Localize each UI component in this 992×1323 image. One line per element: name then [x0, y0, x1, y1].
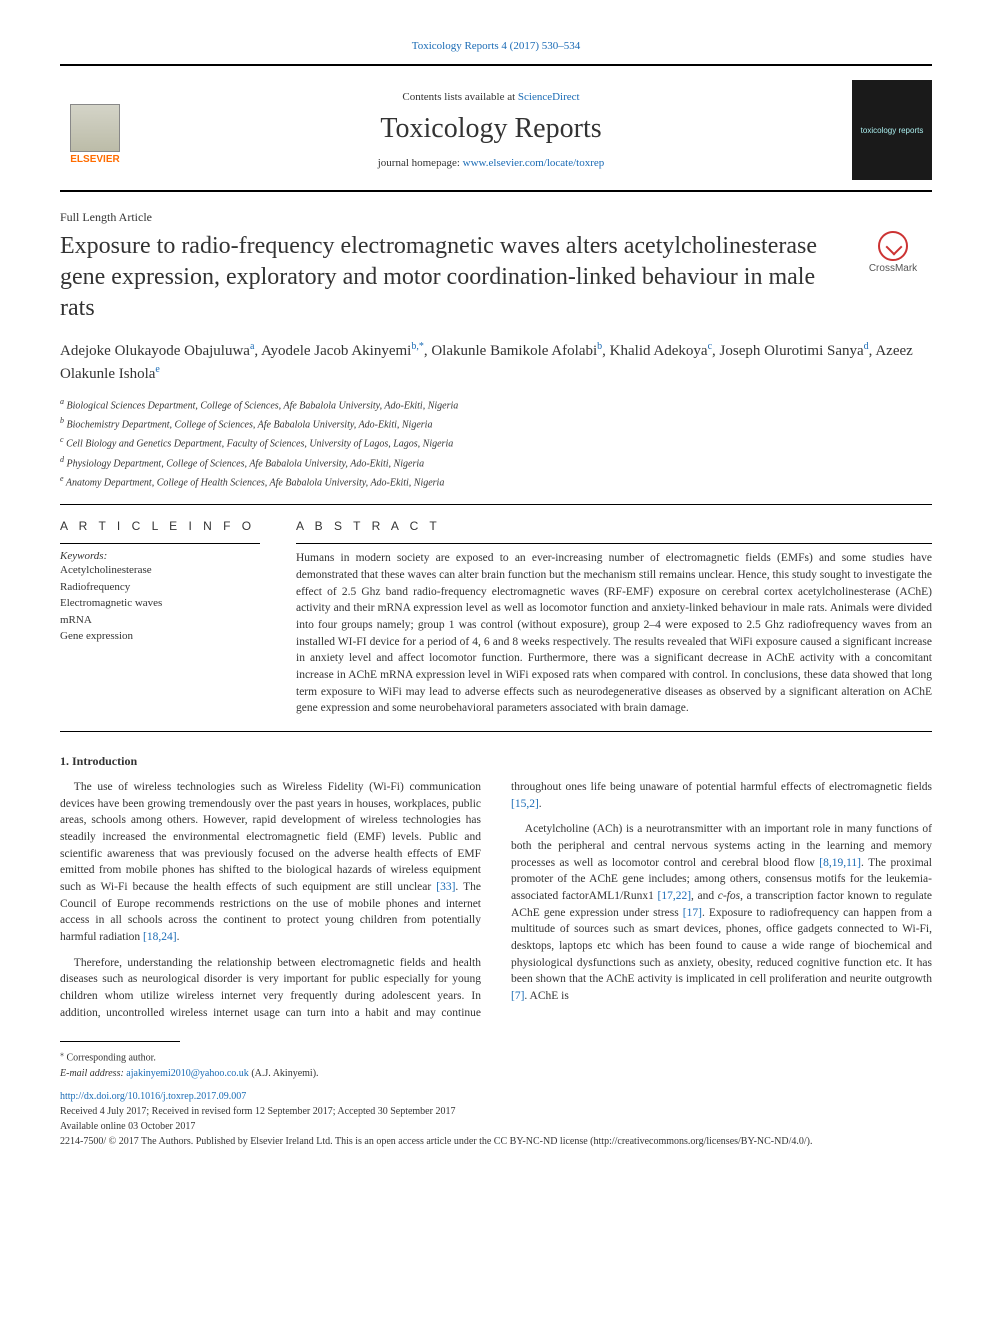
divider [60, 504, 932, 505]
email-attribution: (A.J. Akinyemi). [249, 1068, 319, 1079]
corr-note-text-visible: Corresponding author. [67, 1053, 156, 1064]
keyword: mRNA [60, 612, 260, 629]
citation-link[interactable]: [15,2] [511, 798, 539, 810]
keyword: Electromagnetic waves [60, 595, 260, 612]
section-heading-intro: 1. Introduction [60, 754, 932, 769]
email-line: E-mail address: ajakinyemi2010@yahoo.co.… [60, 1066, 932, 1081]
corresponding-email-link[interactable]: ajakinyemi2010@yahoo.co.uk [126, 1068, 249, 1079]
keyword: Radiofrequency [60, 579, 260, 596]
available-line: Available online 03 October 2017 [60, 1119, 932, 1134]
article-type: Full Length Article [60, 210, 932, 225]
keyword: Acetylcholinesterase [60, 562, 260, 579]
authors: Adejoke Olukayode Obajuluwaa, Ayodele Ja… [60, 339, 932, 386]
affiliation: a Biological Sciences Department, Colleg… [60, 396, 932, 413]
divider [60, 543, 260, 544]
received-line: Received 4 July 2017; Received in revise… [60, 1104, 932, 1119]
journal-cover-thumb: toxicology reports [852, 80, 932, 180]
elsevier-tree-icon [70, 104, 120, 152]
abstract-text: Humans in modern society are exposed to … [296, 550, 932, 717]
license-line: 2214-7500/ © 2017 The Authors. Published… [60, 1134, 932, 1149]
citation-link[interactable]: [17,22] [657, 890, 691, 902]
asterisk-icon: ⁎ [60, 1049, 64, 1058]
divider [60, 731, 932, 732]
affiliation: d Physiology Department, College of Scie… [60, 454, 932, 471]
keywords-label: Keywords: [60, 550, 260, 562]
citation-link[interactable]: [17] [683, 907, 702, 919]
homepage-link[interactable]: www.elsevier.com/locate/toxrep [463, 157, 605, 169]
citation-link[interactable]: [33] [436, 881, 455, 893]
article-info-heading: A R T I C L E I N F O [60, 519, 260, 533]
footnote-rule [60, 1041, 180, 1042]
contents-prefix: Contents lists available at [402, 91, 517, 103]
keywords-list: AcetylcholinesteraseRadiofrequencyElectr… [60, 562, 260, 645]
email-label: E-mail address: [60, 1068, 124, 1079]
sciencedirect-link[interactable]: ScienceDirect [518, 91, 580, 103]
abstract-column: A B S T R A C T Humans in modern society… [296, 519, 932, 717]
elsevier-label: ELSEVIER [70, 154, 119, 165]
citation-link[interactable]: [7] [511, 990, 524, 1002]
body-text: The use of wireless technologies such as… [60, 779, 932, 1021]
citation-link[interactable]: [18,24] [143, 931, 177, 943]
corresponding-note: ⁎ * Corresponding author.Corresponding a… [60, 1048, 932, 1065]
body-paragraph: Acetylcholine (ACh) is a neurotransmitte… [511, 821, 932, 1004]
body-paragraph: The use of wireless technologies such as… [60, 779, 481, 946]
keyword: Gene expression [60, 628, 260, 645]
article-title: Exposure to radio-frequency electromagne… [60, 231, 838, 325]
contents-line: Contents lists available at ScienceDirec… [146, 91, 836, 103]
homepage-line: journal homepage: www.elsevier.com/locat… [146, 157, 836, 169]
affiliation: c Cell Biology and Genetics Department, … [60, 434, 932, 451]
homepage-prefix: journal homepage: [378, 157, 463, 169]
journal-name: Toxicology Reports [146, 113, 836, 145]
citation-link[interactable]: [8,19,11] [819, 857, 861, 869]
cover-label: toxicology reports [857, 122, 928, 139]
elsevier-logo: ELSEVIER [60, 95, 130, 165]
article-info-column: A R T I C L E I N F O Keywords: Acetylch… [60, 519, 260, 717]
abstract-heading: A B S T R A C T [296, 519, 932, 533]
crossmark-badge[interactable]: CrossMark [854, 231, 932, 274]
doi-link[interactable]: http://dx.doi.org/10.1016/j.toxrep.2017.… [60, 1091, 246, 1102]
divider [296, 543, 932, 544]
top-citation: Toxicology Reports 4 (2017) 530–534 [60, 40, 932, 52]
crossmark-label: CrossMark [869, 263, 917, 274]
journal-header: ELSEVIER Contents lists available at Sci… [60, 64, 932, 192]
crossmark-icon [878, 231, 908, 261]
affiliation: e Anatomy Department, College of Health … [60, 473, 932, 490]
affiliation: b Biochemistry Department, College of Sc… [60, 415, 932, 432]
footer-block: ⁎ * Corresponding author.Corresponding a… [60, 1048, 932, 1148]
